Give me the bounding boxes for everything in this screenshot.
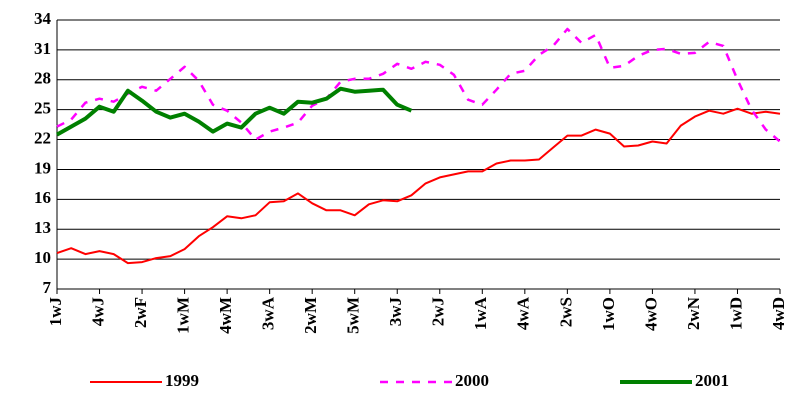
series-line [56, 107, 781, 265]
x-tick-label: 2wF [131, 297, 150, 328]
x-tick-label: 1wJ [46, 297, 65, 327]
x-tick-label: 2wM [301, 297, 320, 334]
x-tick-label: 2wJ [429, 297, 448, 327]
x-tick-label: 1wD [726, 297, 745, 330]
x-tick-label: 4wA [514, 296, 533, 330]
legend-label: 1999 [165, 371, 199, 390]
x-tick-label: 1wA [471, 296, 490, 330]
series-line [56, 27, 781, 143]
x-tick-label: 4wJ [88, 297, 107, 327]
x-tick-label: 2wS [556, 297, 575, 327]
x-tick-label: 4wO [641, 297, 660, 331]
y-tick-label: 34 [34, 9, 52, 28]
x-tick-label: 4wD [769, 297, 788, 330]
y-tick-label: 16 [34, 188, 51, 207]
series-line [56, 86, 413, 137]
x-tick-label: 3wA [259, 296, 278, 330]
x-tick-label: 3wJ [386, 297, 405, 327]
y-tick-label: 7 [43, 278, 52, 297]
y-tick-label: 25 [34, 99, 51, 118]
y-tick-label: 31 [34, 39, 51, 58]
x-tick-label: 4wM [216, 297, 235, 334]
y-tick-label: 28 [34, 69, 51, 88]
x-tick-label: 5wM [344, 297, 363, 334]
x-tick-label: 2wN [684, 296, 703, 330]
legend-label: 2000 [455, 371, 489, 390]
y-tick-label: 13 [34, 218, 51, 237]
y-tick-label: 10 [34, 248, 51, 267]
y-tick-label: 22 [34, 128, 51, 147]
x-tick-label: 1wM [173, 297, 192, 334]
y-tick-label: 19 [34, 158, 51, 177]
legend-label: 2001 [695, 371, 729, 390]
x-tick-label: 1wO [599, 297, 618, 331]
